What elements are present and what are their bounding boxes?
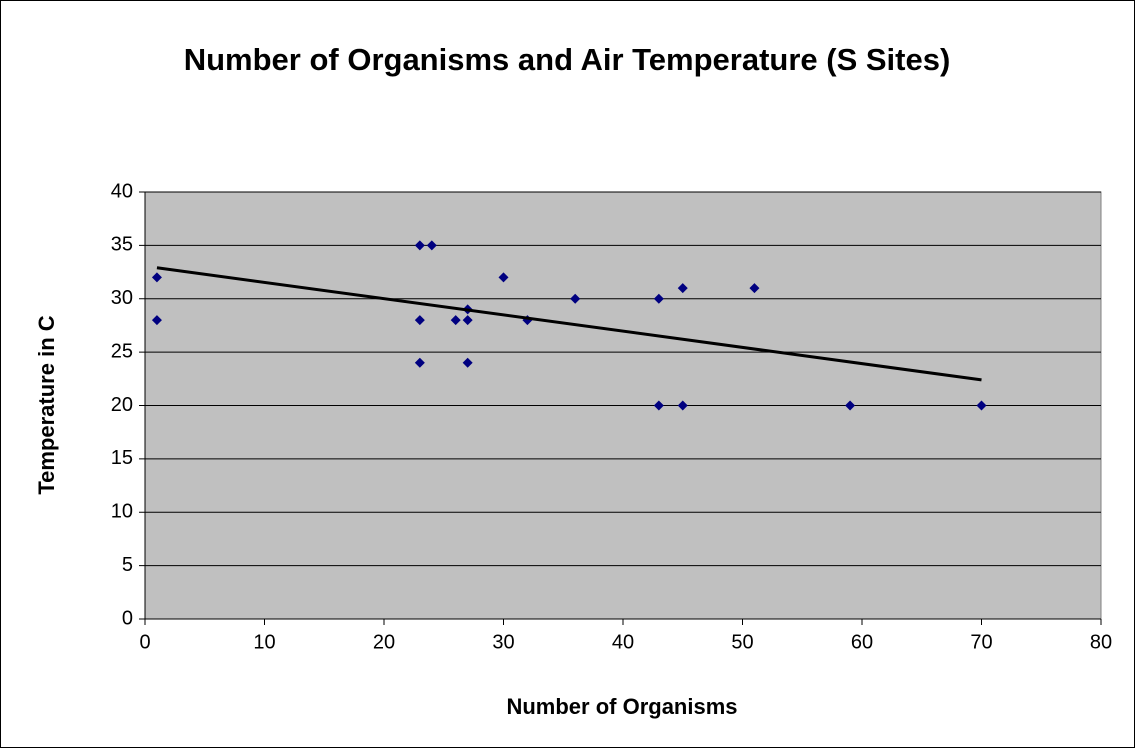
y-tick-label: 20 — [111, 394, 133, 416]
data-point — [653, 400, 664, 411]
data-point — [749, 283, 760, 294]
x-tick-label: 50 — [731, 631, 753, 653]
data-point — [462, 357, 473, 368]
data-point — [498, 272, 509, 283]
data-point — [677, 400, 688, 411]
x-tick-label: 70 — [970, 631, 992, 653]
chart-title: Number of Organisms and Air Temperature … — [183, 42, 951, 77]
x-tick-label: 0 — [139, 631, 150, 653]
data-point — [677, 283, 688, 294]
data-point — [845, 400, 856, 411]
trendline — [156, 266, 982, 382]
data-point — [976, 400, 987, 411]
y-tick-label: 10 — [111, 501, 133, 523]
data-point — [450, 315, 461, 326]
data-point — [570, 293, 581, 304]
x-tick-label: 10 — [253, 631, 275, 653]
data-point — [653, 293, 664, 304]
x-tick-label: 30 — [492, 631, 514, 653]
data-point — [414, 357, 425, 368]
x-tick-label: 60 — [851, 631, 873, 653]
y-tick-label: 35 — [111, 234, 133, 256]
x-tick-label: 20 — [373, 631, 395, 653]
y-tick-label: 5 — [122, 554, 133, 576]
y-tick-label: 0 — [122, 607, 133, 629]
y-tick-label: 25 — [111, 340, 133, 362]
y-axis-label: Temperature in C — [34, 315, 59, 494]
x-tick-label: 80 — [1090, 631, 1112, 653]
data-point — [151, 315, 162, 326]
data-point — [426, 240, 437, 251]
data-point — [414, 315, 425, 326]
x-tick-label: 40 — [612, 631, 634, 653]
y-tick-label: 40 — [111, 180, 133, 202]
data-point — [462, 315, 473, 326]
y-tick-label: 15 — [111, 447, 133, 469]
data-point — [414, 240, 425, 251]
x-axis-label: Number of Organisms — [506, 694, 737, 719]
data-point — [151, 272, 162, 283]
y-tick-label: 30 — [111, 287, 133, 309]
